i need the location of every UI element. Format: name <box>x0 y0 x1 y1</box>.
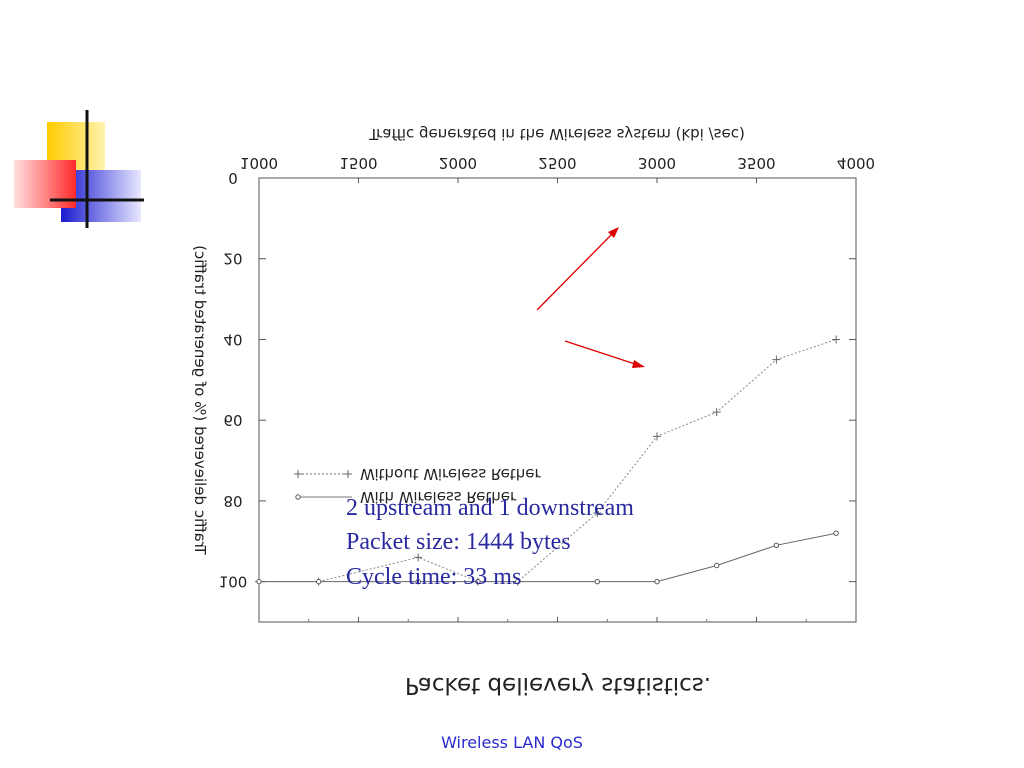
x-tick-label-2000-group: 2000 <box>439 154 477 172</box>
y-axis-title-group: Traffic delievered (% of generated traff… <box>191 245 209 556</box>
annotation-arrow-1-shaft <box>536 231 615 311</box>
x-tick-label-2500-group: 2500 <box>538 154 576 172</box>
series-0-point-7 <box>712 408 721 417</box>
legend-label-group-1: With Wireless Rether <box>360 488 517 506</box>
series-0-point-9 <box>832 335 841 344</box>
slide-logo-graphic <box>14 110 144 228</box>
note-streams: 2 upstream and 1 downstream <box>346 495 634 521</box>
annotation-arrow-2-shaft <box>564 340 639 366</box>
chart-layer: 1000 1500 2000 2500 3000 3500 4000 0 20 40 60 80 100… <box>191 125 875 698</box>
x-tick-label-2500: 2500 <box>538 154 576 172</box>
series-1-point-7 <box>714 562 720 569</box>
series-line-0 <box>259 338 837 583</box>
legend-label-1: With Wireless Rether <box>360 488 517 506</box>
series-1-point-0 <box>256 578 262 585</box>
y-tick-label-40: 40 <box>223 330 242 348</box>
y-tick-label-60-group: 60 <box>223 411 242 429</box>
series-1-point-4 <box>515 578 521 585</box>
series-0-point-2 <box>414 553 423 562</box>
y-tick-label-40-group: 40 <box>223 330 242 348</box>
y-tick-label-60: 60 <box>223 411 242 429</box>
legend-marker-1 <box>295 494 301 500</box>
x-tick-label-1500: 1500 <box>339 154 377 172</box>
plot-frame <box>258 177 857 623</box>
x-tick-label-3000-group: 3000 <box>638 154 676 172</box>
x-tick-label-3500-group: 3500 <box>737 154 775 172</box>
legend-label-0: Without Wireless Rether <box>360 465 542 483</box>
x-tick-label-1000: 1000 <box>240 154 278 172</box>
x-tick-label-4000-group: 4000 <box>837 154 875 172</box>
series-line-1 <box>259 532 837 583</box>
series-0-point-8 <box>772 355 781 364</box>
series-1-point-3 <box>475 578 481 585</box>
y-axis-title: Traffic delievered (% of generated traff… <box>191 245 209 556</box>
x-axis-title-group: Traffic generated in the Wireless system… <box>368 125 745 143</box>
y-tick-label-20-group: 20 <box>223 250 242 268</box>
annotation-arrow-1-head <box>608 227 619 238</box>
note-packet-size: Packet size: 1444 bytes <box>346 529 571 555</box>
legend-marker-0 <box>294 470 352 478</box>
y-tick-label-80: 80 <box>223 492 242 510</box>
series-1-point-6 <box>654 578 660 585</box>
y-tick-label-100-group: 100 <box>219 573 248 591</box>
series-0-point-6 <box>653 432 661 441</box>
series-1-point-9 <box>833 530 839 536</box>
y-tick-label-100: 100 <box>219 573 248 591</box>
legend-label-group-0: Without Wireless Rether <box>360 465 542 483</box>
x-tick-label-1500-group: 1500 <box>339 154 377 172</box>
x-tick-label-3000: 3000 <box>638 154 676 172</box>
x-tick-label-1000-group: 1000 <box>240 154 278 172</box>
x-tick-label-2000: 2000 <box>439 154 477 172</box>
y-tick-label-0: 0 <box>228 169 238 187</box>
series-1-point-8 <box>773 542 780 549</box>
series-1-point-1 <box>316 578 322 585</box>
series-1-point-2 <box>415 578 421 585</box>
x-axis-title: Traffic generated in the Wireless system… <box>368 125 745 143</box>
x-tick-label-3500: 3500 <box>737 154 775 172</box>
x-tick-label-4000: 4000 <box>837 154 875 172</box>
series-0-point-5 <box>593 509 602 518</box>
note-cycle-time: Cycle time: 33 ms <box>346 564 522 590</box>
series-1-point-5 <box>594 578 600 585</box>
slide-footer: Wireless LAN QoS <box>441 733 583 752</box>
y-tick-label-0-group: 0 <box>228 169 238 187</box>
y-tick-label-80-group: 80 <box>223 492 242 510</box>
chart-title-group: Packet delievery statistics. <box>405 672 711 698</box>
chart-title: Packet delievery statistics. <box>405 672 711 698</box>
annotation-arrow-2-head <box>632 360 645 368</box>
y-tick-label-20: 20 <box>223 250 242 268</box>
